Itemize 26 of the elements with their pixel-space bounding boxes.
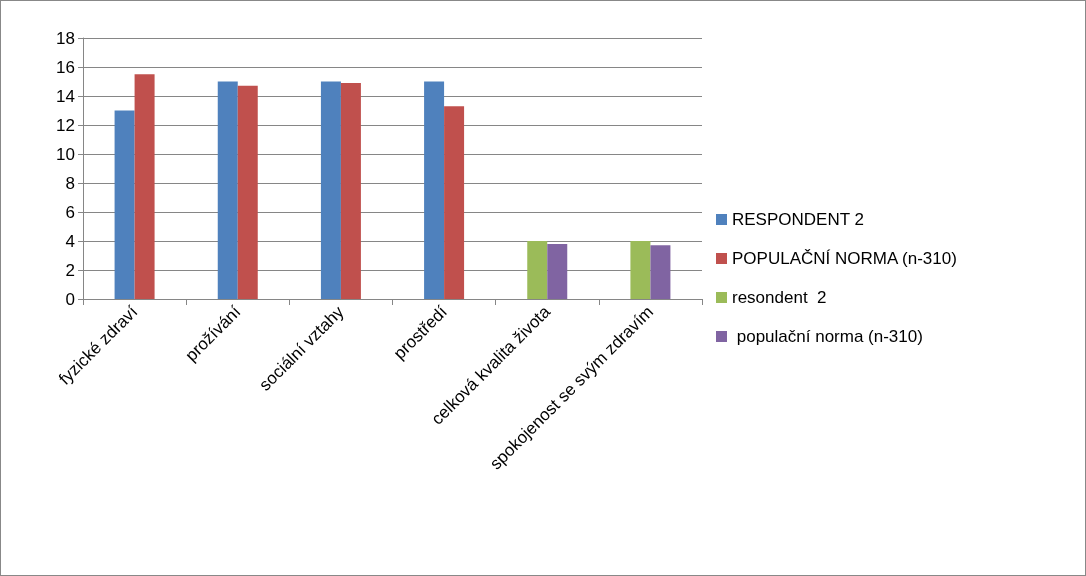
bar bbox=[547, 243, 568, 299]
y-tick-label: 18 bbox=[56, 28, 75, 48]
y-tick-label: 16 bbox=[56, 57, 75, 77]
y-tick-label: 2 bbox=[65, 260, 75, 280]
bar bbox=[630, 241, 651, 299]
y-tick-label: 8 bbox=[65, 173, 75, 193]
legend-label: resondent 2 bbox=[732, 288, 827, 307]
bar bbox=[444, 106, 465, 299]
bar bbox=[527, 241, 548, 299]
bar bbox=[217, 81, 238, 299]
y-tick-label: 10 bbox=[56, 144, 75, 164]
bar bbox=[320, 81, 341, 299]
bar bbox=[650, 245, 671, 299]
y-tick-label: 14 bbox=[56, 86, 75, 106]
bar bbox=[237, 85, 258, 299]
legend-label: RESPONDENT 2 bbox=[732, 210, 864, 229]
legend-label: POPULAČNÍ NORMA (n-310) bbox=[732, 249, 957, 268]
y-tick-label: 12 bbox=[56, 115, 75, 135]
legend-label: populační norma (n-310) bbox=[732, 327, 923, 346]
y-tick-label: 4 bbox=[65, 231, 75, 251]
bar bbox=[134, 74, 155, 299]
y-tick-label: 0 bbox=[65, 289, 75, 309]
bar bbox=[114, 110, 135, 299]
bar bbox=[424, 81, 445, 299]
bar bbox=[340, 82, 361, 299]
y-tick-label: 6 bbox=[65, 202, 75, 222]
